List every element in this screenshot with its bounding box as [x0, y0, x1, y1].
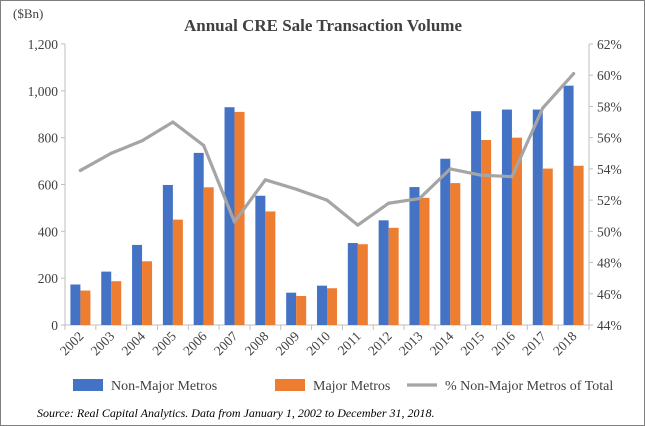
line-point-2004 — [140, 139, 144, 143]
line-point-2015 — [479, 173, 483, 177]
line-point-2016 — [510, 175, 514, 179]
y-tick-label: 200 — [38, 271, 59, 286]
line-point-2005 — [171, 120, 175, 124]
y2-tick-label: 44% — [597, 318, 622, 333]
bar-major-2013 — [419, 197, 430, 325]
bar-major-2011 — [357, 244, 368, 325]
y-tick-label: 1,000 — [28, 84, 59, 99]
x-tick-label: 2018 — [550, 328, 580, 358]
bar-major-2007 — [234, 111, 245, 326]
legend-swatch — [275, 379, 305, 391]
line-point-2008 — [263, 178, 267, 182]
x-tick-label: 2005 — [149, 328, 179, 358]
x-tick-label: 2009 — [273, 328, 303, 358]
y2-tick-label: 56% — [597, 131, 622, 146]
x-tick-label: 2015 — [458, 328, 488, 358]
bar-major-2005 — [172, 219, 183, 325]
x-tick-label: 2012 — [365, 329, 395, 359]
x-tick-label: 2006 — [180, 328, 210, 358]
y2-tick-label: 50% — [597, 224, 622, 239]
line-point-2018 — [571, 72, 576, 76]
chart-title: Annual CRE Sale Transaction Volume — [184, 16, 462, 35]
bar-major-2014 — [450, 183, 461, 325]
legend-label: Major Metros — [313, 379, 390, 394]
bar-major-2012 — [388, 227, 399, 325]
y-tick-label: 1,200 — [28, 37, 59, 52]
y-tick-label: 600 — [38, 178, 59, 193]
x-tick-label: 2017 — [519, 328, 549, 358]
x-tick-label: 2011 — [335, 329, 364, 358]
x-tick-label: 2014 — [427, 328, 457, 358]
y-tick-label: 800 — [38, 131, 59, 146]
line-point-2014 — [448, 167, 452, 171]
legend: Non-Major Metros Major Metros % Non-Major … — [73, 379, 613, 394]
bar-major-2003 — [111, 281, 122, 325]
y2-tick-label: 54% — [597, 162, 622, 177]
bar-major-2010 — [327, 288, 337, 325]
line-point-2009 — [294, 187, 298, 191]
bar-non-major-2018 — [563, 85, 574, 325]
y2-tick-label: 58% — [597, 99, 622, 114]
line-point-2002 — [78, 168, 83, 173]
line-point-2012 — [387, 201, 391, 205]
legend-swatch — [73, 379, 103, 391]
bar-non-major-2017 — [532, 109, 543, 325]
bar-major-2017 — [542, 168, 553, 325]
y2-tick-label: 52% — [597, 193, 622, 208]
line-point-2017 — [541, 106, 545, 110]
y2-tick-label: 62% — [597, 37, 622, 52]
bar-non-major-2005 — [162, 184, 173, 325]
bar-non-major-2002 — [70, 284, 81, 325]
x-tick-label: 2016 — [488, 328, 518, 358]
plot-area: 0 200 400 600 800 1,000 1,200 44% 46% 48% 50% 52% 54… — [28, 37, 622, 358]
y-tick-label: 0 — [51, 318, 58, 333]
bar-non-major-2007 — [224, 107, 235, 325]
bar-non-major-2013 — [409, 187, 420, 325]
bar-non-major-2016 — [501, 109, 512, 325]
line-point-2011 — [356, 223, 360, 227]
line-point-2003 — [109, 151, 113, 155]
y2-tick-label: 60% — [597, 68, 622, 83]
bar-major-2006 — [203, 187, 214, 325]
bar-major-2018 — [573, 165, 584, 325]
bar-non-major-2004 — [132, 244, 143, 325]
bar-non-major-2014 — [440, 158, 451, 325]
source-note: Source: Real Capital Analytics. Data fro… — [37, 406, 435, 420]
x-tick-label: 2013 — [396, 328, 426, 358]
line-point-2010 — [325, 198, 329, 202]
bar-non-major-2015 — [471, 111, 482, 325]
line-point-2006 — [202, 143, 206, 148]
bar-major-2004 — [142, 261, 153, 325]
bar-major-2009 — [296, 295, 307, 325]
x-tick-label: 2010 — [303, 328, 333, 358]
x-tick-label: 2007 — [211, 328, 241, 358]
bar-non-major-2010 — [317, 285, 327, 325]
x-tick-label: 2004 — [118, 328, 148, 358]
line-point-2013 — [417, 196, 422, 201]
bar-non-major-2006 — [193, 152, 204, 325]
y-tick-label: 400 — [38, 224, 59, 239]
line-pct-non-major — [78, 72, 576, 227]
x-tick-label: 2002 — [57, 329, 87, 359]
bar-major-2002 — [80, 290, 91, 325]
line-point-2007 — [232, 220, 237, 224]
bar-major-2008 — [265, 211, 276, 325]
bar-non-major-2003 — [101, 271, 112, 325]
y-axis-unit-label: ($Bn) — [13, 6, 43, 21]
x-tick-label: 2003 — [88, 328, 118, 358]
bar-major-2015 — [481, 140, 492, 325]
y2-tick-label: 48% — [597, 256, 622, 271]
bar-non-major-2011 — [347, 243, 358, 325]
bar-non-major-2012 — [378, 220, 389, 325]
y2-tick-label: 46% — [597, 287, 622, 302]
x-tick-label: 2008 — [242, 328, 272, 358]
bar-non-major-2008 — [255, 195, 266, 325]
bar-non-major-2009 — [286, 292, 297, 325]
bar-major-2016 — [511, 137, 522, 325]
legend-label: % Non-Major Metros of Total — [445, 379, 613, 394]
legend-label: Non-Major Metros — [111, 379, 217, 394]
